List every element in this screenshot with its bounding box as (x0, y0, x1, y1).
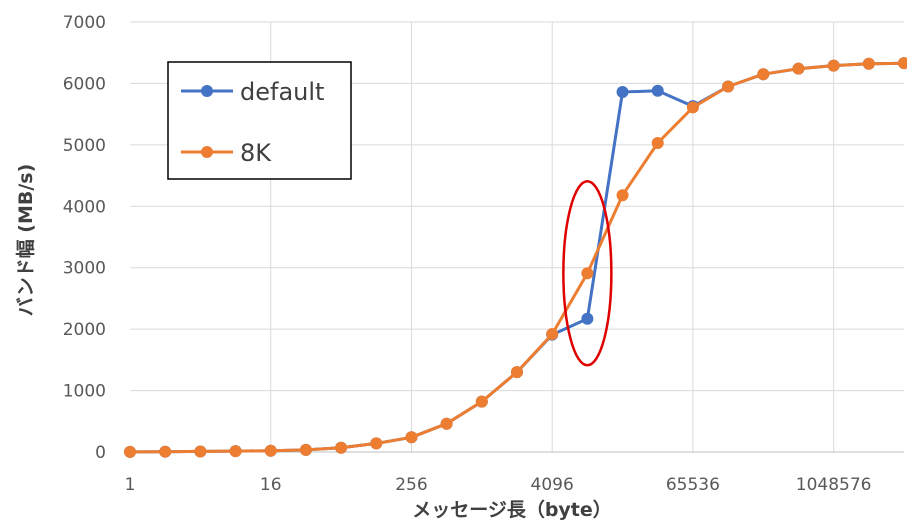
x-tick-labels: 1 16 256 4096 65536 1048576 (125, 475, 872, 495)
data-point (299, 443, 312, 456)
legend-swatch-marker (201, 146, 213, 158)
x-tick-label: 4096 (531, 475, 574, 495)
y-tick-label: 2000 (63, 320, 106, 340)
data-point (651, 84, 664, 97)
data-point (440, 417, 453, 430)
data-point (511, 366, 523, 379)
x-tick-label: 1 (125, 475, 136, 495)
y-tick-label: 5000 (63, 136, 106, 156)
data-point (370, 437, 383, 450)
y-axis-title: バンド幅 (MB/s) (14, 164, 37, 317)
legend-items: default 8K (181, 78, 324, 167)
y-tick-label: 0 (95, 443, 106, 463)
data-point (194, 445, 207, 458)
data-point (757, 68, 770, 81)
x-tick-label: 16 (260, 475, 282, 495)
data-point (722, 80, 735, 93)
x-tick-label: 65536 (666, 475, 720, 495)
data-point (159, 445, 172, 458)
data-point (616, 86, 629, 99)
data-point (686, 101, 699, 114)
data-point (581, 267, 594, 280)
y-tick-label: 4000 (63, 197, 106, 217)
data-point (898, 57, 907, 70)
data-point (335, 441, 348, 454)
data-point (827, 59, 840, 72)
y-tick-labels: 0 1000 2000 3000 4000 5000 6000 7000 (63, 13, 106, 463)
legend-label: default (240, 78, 324, 106)
data-point (264, 444, 277, 457)
x-tick-label: 1048576 (796, 475, 872, 495)
data-point (229, 445, 242, 458)
data-point (651, 137, 664, 150)
series-8K (124, 57, 907, 458)
data-point (581, 312, 594, 325)
series-lines (124, 57, 907, 458)
data-point (616, 189, 629, 202)
x-tick-label: 256 (395, 475, 427, 495)
annotation-ellipse (562, 179, 613, 367)
legend-swatch-marker (201, 85, 213, 97)
x-axis-title: メッセージ長（byte） (412, 498, 612, 521)
legend-box (167, 61, 352, 180)
y-tick-label: 6000 (63, 74, 106, 94)
legend-label: 8K (240, 139, 272, 167)
data-point (792, 62, 805, 75)
data-point (546, 328, 559, 341)
data-point (405, 431, 418, 444)
y-tick-label: 7000 (63, 13, 106, 33)
y-tick-label: 3000 (63, 259, 106, 279)
legend: default 8K (167, 61, 352, 180)
data-point (862, 57, 875, 70)
y-tick-label: 1000 (63, 382, 106, 402)
data-point (475, 395, 488, 408)
highlight-ellipse (562, 179, 613, 367)
data-point (124, 445, 136, 458)
